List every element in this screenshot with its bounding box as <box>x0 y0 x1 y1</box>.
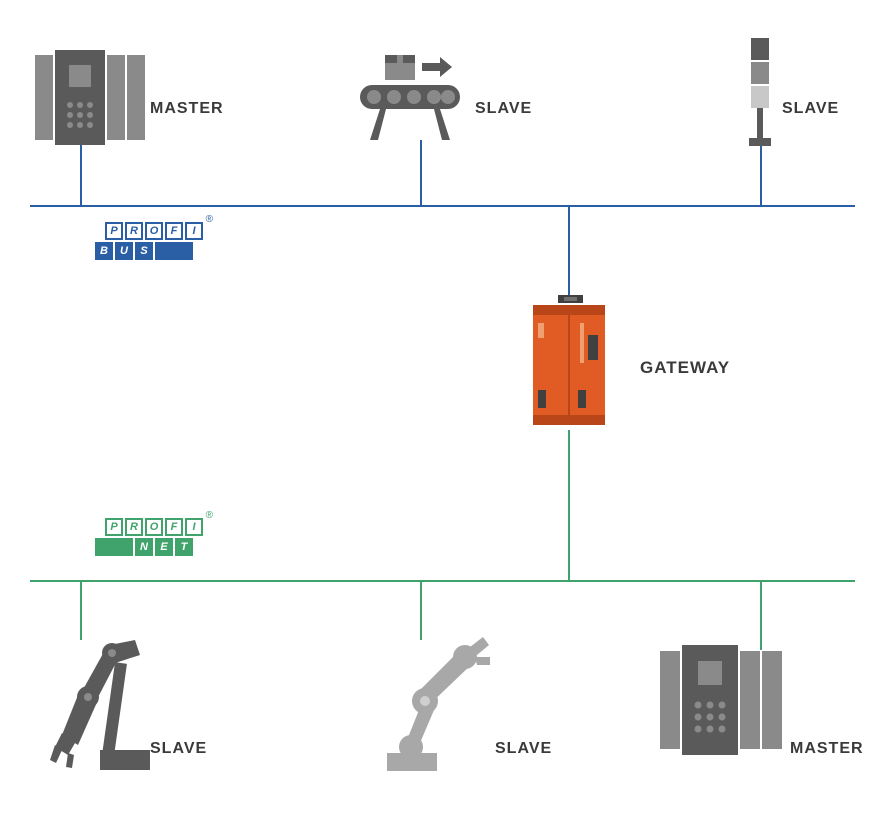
profinet-line <box>30 580 855 582</box>
drop-stacklight <box>760 145 762 205</box>
label-robot1: SLAVE <box>150 740 207 758</box>
label-gateway: GATEWAY <box>640 358 730 378</box>
gateway-drop-bottom <box>568 430 570 580</box>
stacklight-icon <box>745 38 775 153</box>
profibus-logo: ® P R O F I B U S <box>105 222 203 260</box>
label-plc-master: MASTER <box>150 100 224 118</box>
plc-icon <box>35 50 150 150</box>
drop-plc-master <box>80 145 82 205</box>
robot-light-icon <box>375 635 495 780</box>
profibus-line <box>30 205 855 207</box>
label-robot2: SLAVE <box>495 740 552 758</box>
label-stacklight: SLAVE <box>782 100 839 118</box>
drop-plc2 <box>760 580 762 650</box>
gateway-drop-top <box>568 205 570 300</box>
profinet-logo: ® P R O F I N E T <box>105 518 203 556</box>
label-conveyor: SLAVE <box>475 100 532 118</box>
drop-robot2 <box>420 580 422 640</box>
plc2-icon <box>660 645 790 760</box>
network-diagram: ® P R O F I B U S ® P R O F I N E <box>0 0 890 820</box>
gateway-icon <box>528 295 613 440</box>
label-plc2: MASTER <box>790 740 864 758</box>
robot-dark-icon <box>40 635 155 780</box>
drop-robot1 <box>80 580 82 640</box>
conveyor-icon <box>360 55 480 150</box>
